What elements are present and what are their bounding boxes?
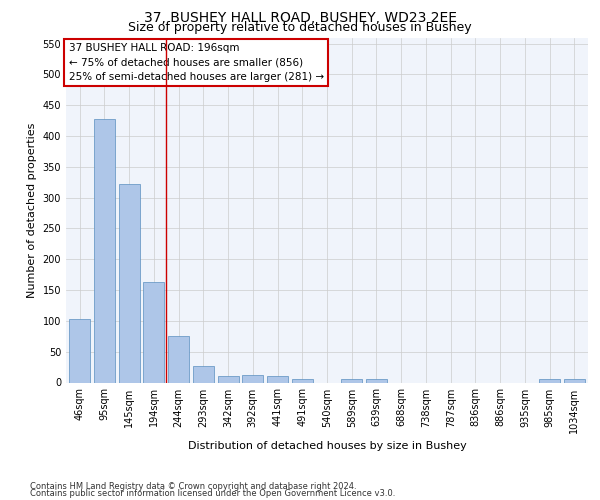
Bar — [193, 366, 214, 382]
Text: 37 BUSHEY HALL ROAD: 196sqm
← 75% of detached houses are smaller (856)
25% of se: 37 BUSHEY HALL ROAD: 196sqm ← 75% of det… — [68, 42, 324, 82]
Bar — [69, 319, 90, 382]
Bar — [242, 375, 263, 382]
Bar — [94, 119, 115, 382]
Text: 37, BUSHEY HALL ROAD, BUSHEY, WD23 2EE: 37, BUSHEY HALL ROAD, BUSHEY, WD23 2EE — [143, 11, 457, 25]
Bar — [267, 376, 288, 382]
Bar — [119, 184, 140, 382]
Y-axis label: Number of detached properties: Number of detached properties — [27, 122, 37, 298]
Text: Size of property relative to detached houses in Bushey: Size of property relative to detached ho… — [128, 21, 472, 34]
Bar — [168, 336, 189, 382]
Bar — [143, 282, 164, 382]
Bar — [564, 380, 585, 382]
X-axis label: Distribution of detached houses by size in Bushey: Distribution of detached houses by size … — [188, 441, 466, 451]
Bar — [292, 379, 313, 382]
Bar — [218, 376, 239, 382]
Text: Contains public sector information licensed under the Open Government Licence v3: Contains public sector information licen… — [30, 488, 395, 498]
Text: Contains HM Land Registry data © Crown copyright and database right 2024.: Contains HM Land Registry data © Crown c… — [30, 482, 356, 491]
Bar — [539, 380, 560, 382]
Bar — [341, 380, 362, 382]
Bar — [366, 380, 387, 382]
